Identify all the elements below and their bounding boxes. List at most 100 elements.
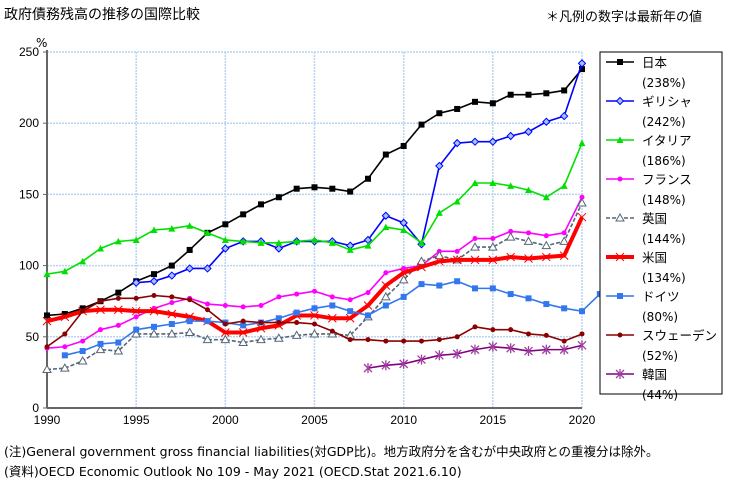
legend-value: (144%) <box>642 232 686 246</box>
data-point <box>507 182 515 189</box>
data-point <box>186 318 193 325</box>
legend-item: 米国 (134%) <box>606 250 686 285</box>
data-point <box>577 197 587 207</box>
data-point <box>399 358 409 369</box>
data-point <box>419 338 424 344</box>
data-point <box>506 343 516 354</box>
data-point <box>453 198 461 205</box>
data-point <box>470 242 480 251</box>
data-point <box>381 211 391 220</box>
data-point <box>579 66 585 73</box>
legend-item: ドイツ (80%) <box>606 289 680 324</box>
data-point <box>435 161 444 171</box>
data-point <box>274 244 284 253</box>
data-point <box>43 270 51 278</box>
data-point <box>436 337 442 343</box>
data-point <box>579 194 585 200</box>
data-point <box>113 346 124 355</box>
data-point <box>470 344 480 355</box>
footnote-note: (注)General government gross financial li… <box>4 444 659 459</box>
data-point <box>345 313 355 323</box>
data-point <box>328 239 336 246</box>
legend-marker <box>615 212 625 222</box>
legend-label: 英国 <box>642 211 667 226</box>
data-point <box>133 314 139 320</box>
data-point <box>418 239 425 246</box>
legend-label: ギリシャ <box>642 94 692 109</box>
legend-value: (238%) <box>642 76 686 90</box>
legend-value: (134%) <box>642 271 686 285</box>
x-tick-label: 2010 <box>390 413 417 427</box>
series-4 <box>42 197 587 374</box>
data-point <box>577 59 587 68</box>
data-point <box>578 139 586 147</box>
data-point <box>166 328 177 338</box>
data-point <box>61 311 68 318</box>
legend-item: 日本 (238%) <box>606 55 686 90</box>
data-point <box>202 334 213 344</box>
legend-label: フランス <box>642 172 692 187</box>
data-point <box>506 131 515 141</box>
data-point <box>490 327 496 333</box>
data-point <box>151 293 157 299</box>
x-tick-label: 2020 <box>569 413 596 427</box>
data-point <box>151 271 157 278</box>
data-point <box>113 305 123 315</box>
y-tick-label: 250 <box>19 45 39 59</box>
data-point <box>329 185 336 192</box>
data-point <box>114 237 122 245</box>
data-point <box>347 188 354 195</box>
legend-marker <box>616 136 624 143</box>
data-point <box>239 237 247 245</box>
y-axis-label: % <box>36 36 48 50</box>
legend-item: イタリア (186%) <box>606 133 692 168</box>
data-point <box>507 91 514 98</box>
data-point <box>561 87 568 94</box>
data-point <box>115 295 121 301</box>
data-point <box>523 236 534 245</box>
data-point <box>434 256 444 266</box>
data-point <box>62 331 68 337</box>
data-point <box>169 294 175 300</box>
data-point <box>97 340 104 347</box>
data-point <box>452 348 462 359</box>
data-point <box>543 332 549 338</box>
data-point <box>526 230 531 236</box>
data-point <box>204 318 211 325</box>
legend-label: ドイツ <box>642 289 680 304</box>
data-point <box>238 337 249 346</box>
legend-label: イタリア <box>642 133 692 148</box>
legend-marker <box>615 96 625 106</box>
data-point <box>185 264 194 273</box>
data-point <box>382 302 389 309</box>
data-point <box>380 291 391 301</box>
legend-marker <box>617 293 623 299</box>
x-tick-label: 2005 <box>301 413 328 427</box>
data-point <box>561 305 568 312</box>
data-point <box>435 209 443 216</box>
data-point <box>347 297 353 303</box>
series-1 <box>131 59 587 287</box>
data-point <box>240 211 247 218</box>
data-point <box>258 201 264 208</box>
data-point <box>133 295 139 301</box>
data-point <box>149 328 159 338</box>
data-point <box>203 264 212 273</box>
data-point <box>293 237 301 245</box>
data-point <box>454 105 461 112</box>
data-point <box>329 328 335 334</box>
data-point <box>365 175 371 182</box>
data-point <box>133 326 140 333</box>
data-point <box>169 300 175 306</box>
data-point <box>524 254 533 263</box>
series-line <box>136 63 583 284</box>
data-point <box>542 193 550 201</box>
data-point <box>383 270 389 276</box>
legend-item: 韓国 (44%) <box>606 367 678 402</box>
data-point <box>312 288 317 294</box>
legend-value: (148%) <box>642 193 686 207</box>
data-point <box>276 294 282 300</box>
data-point <box>149 306 159 316</box>
data-point <box>559 111 569 121</box>
data-point <box>452 138 462 148</box>
